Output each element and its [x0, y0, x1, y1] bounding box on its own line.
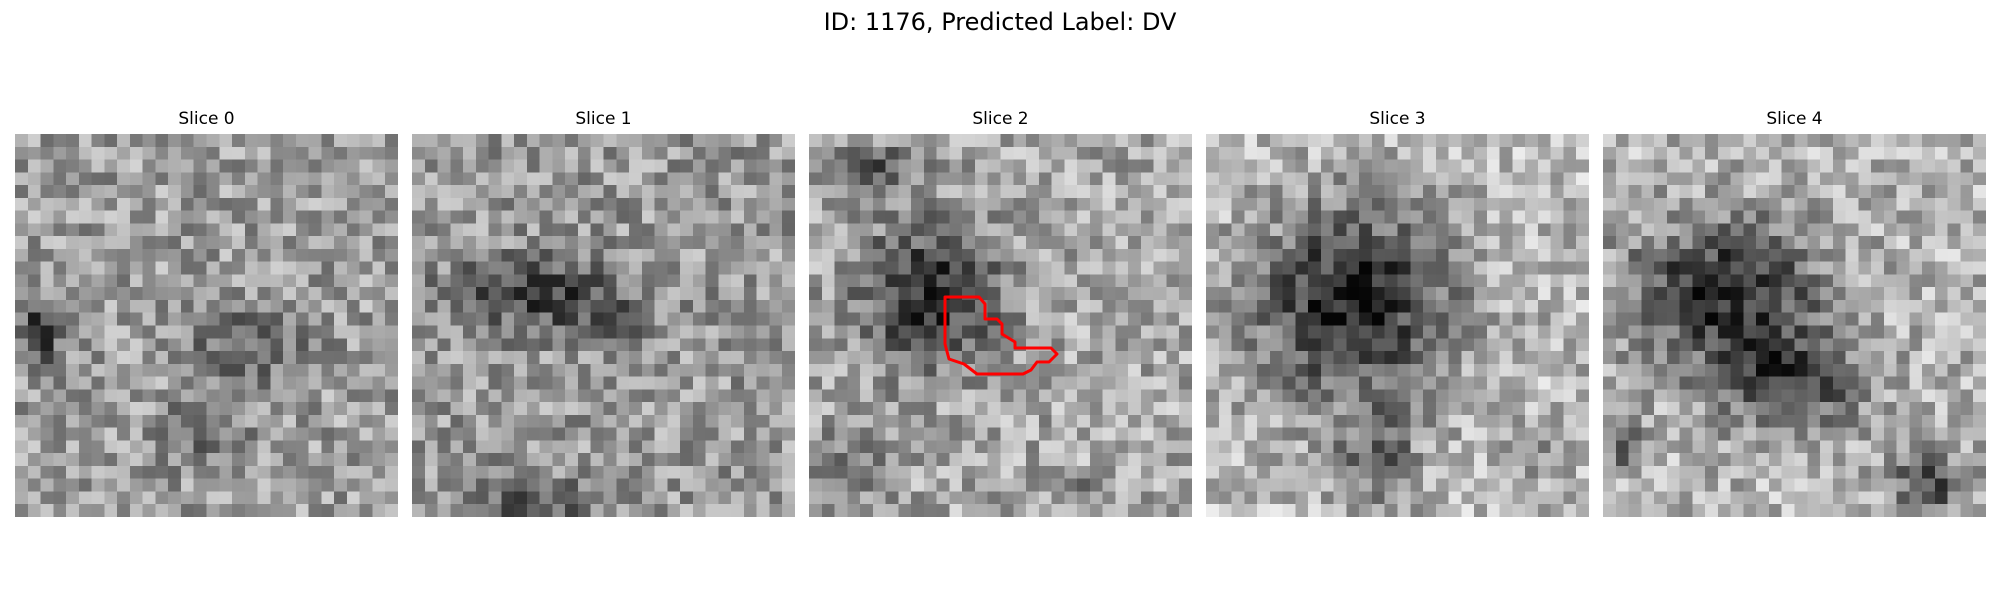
- slice-canvas-4: [1603, 134, 1986, 517]
- slice-panel-3: Slice 3: [1206, 108, 1589, 517]
- slice-canvas-1: [412, 134, 795, 517]
- slice-title-2: Slice 2: [972, 109, 1029, 129]
- slice-panel-0: Slice 0: [15, 108, 398, 517]
- slice-image-1: [412, 134, 795, 517]
- slice-title-1: Slice 1: [575, 109, 632, 129]
- slice-panel-2: Slice 2: [809, 108, 1192, 517]
- slice-title-4: Slice 4: [1766, 109, 1823, 129]
- slice-image-4: [1603, 134, 1986, 517]
- slice-panel-4: Slice 4: [1603, 108, 1986, 517]
- slice-title-3: Slice 3: [1369, 109, 1426, 129]
- slice-canvas-3: [1206, 134, 1589, 517]
- slice-title-0: Slice 0: [178, 109, 235, 129]
- slice-panel-1: Slice 1: [412, 108, 795, 517]
- slice-canvas-2: [809, 134, 1192, 517]
- slice-image-2: [809, 134, 1192, 517]
- figure-title: ID: 1176, Predicted Label: DV: [823, 8, 1177, 36]
- slice-image-3: [1206, 134, 1589, 517]
- slice-image-0: [15, 134, 398, 517]
- slice-canvas-0: [15, 134, 398, 517]
